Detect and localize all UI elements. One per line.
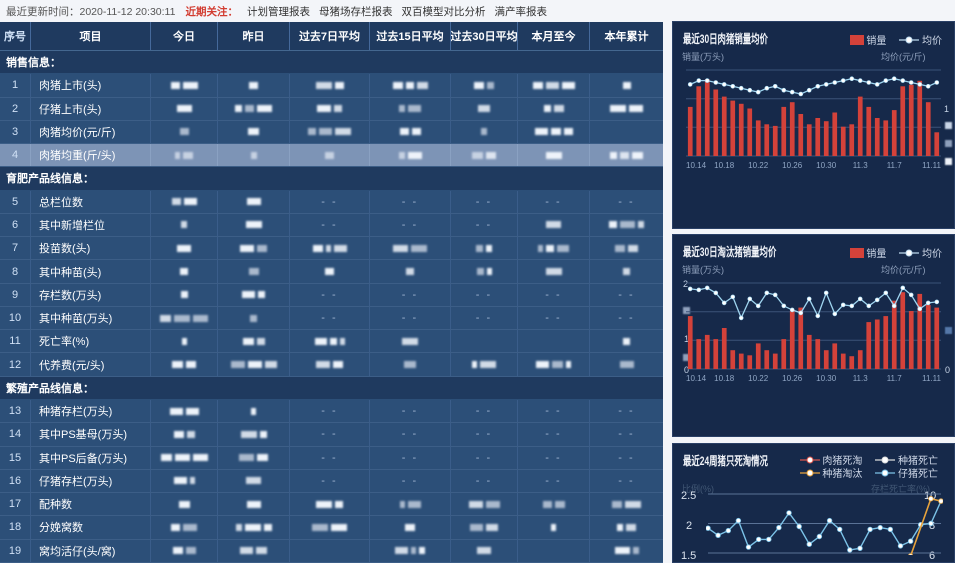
svg-text:11.11: 11.11 — [922, 161, 941, 170]
svg-text:11.7: 11.7 — [887, 161, 903, 170]
svg-text:10.14: 10.14 — [686, 161, 707, 170]
svg-text:11.11: 11.11 — [922, 374, 941, 383]
svg-text:10.22: 10.22 — [748, 161, 769, 170]
svg-text:10.18: 10.18 — [714, 161, 735, 170]
svg-text:10.26: 10.26 — [782, 374, 803, 383]
svg-text:10.14: 10.14 — [686, 374, 707, 383]
svg-text:10.26: 10.26 — [782, 161, 803, 170]
svg-text:10.22: 10.22 — [748, 374, 769, 383]
svg-text:10.18: 10.18 — [714, 374, 735, 383]
svg-text:11.7: 11.7 — [887, 374, 903, 383]
svg-text:11.3: 11.3 — [853, 374, 869, 383]
svg-text:10.30: 10.30 — [816, 374, 837, 383]
svg-text:10.30: 10.30 — [816, 161, 837, 170]
svg-text:11.3: 11.3 — [853, 161, 869, 170]
